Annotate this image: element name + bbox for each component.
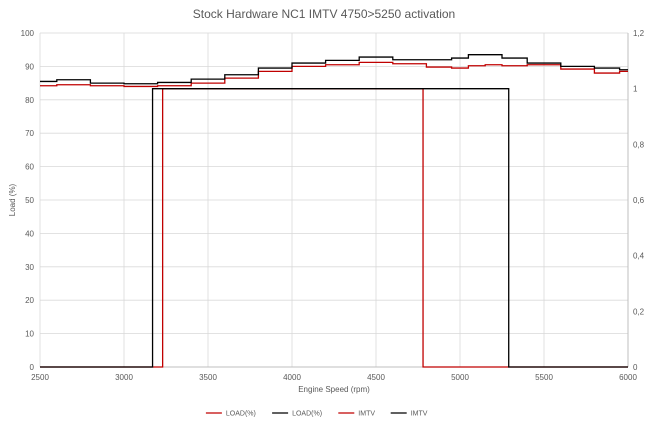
x-tick-label: 3000 [115, 373, 133, 382]
series-line-2 [40, 88, 628, 368]
legend-item: IMTV [338, 411, 375, 418]
y2-tick-label: 0 [633, 363, 638, 372]
x-tick-label: 6000 [619, 373, 637, 382]
x-tick-label: 2500 [31, 373, 49, 382]
y-tick-label: 70 [25, 129, 34, 138]
y2-tick-label: 1,2 [633, 29, 645, 38]
y-tick-label: 30 [25, 263, 34, 272]
x-tick-label: 5000 [451, 373, 469, 382]
gridlines [39, 32, 629, 368]
legend-label: IMTV [411, 411, 428, 418]
legend-item: LOAD(%) [272, 411, 322, 418]
y-tick-label: 90 [25, 62, 34, 71]
y-axis-title: Load (%) [8, 183, 17, 216]
y-tick-label: 60 [25, 163, 34, 172]
y-tick-label: 40 [25, 229, 34, 238]
x-axis-title: Engine Speed (rpm) [298, 385, 370, 394]
legend-label: IMTV [358, 411, 375, 418]
series-line-3 [40, 88, 628, 368]
legend-label: LOAD(%) [292, 411, 322, 418]
y-tick-label: 80 [25, 96, 34, 105]
y2-tick-label: 0,6 [633, 196, 645, 205]
y2-tick-label: 1 [633, 85, 638, 94]
legend-item: IMTV [390, 411, 428, 418]
x-tick-label: 5500 [535, 373, 553, 382]
legend: LOAD(%) LOAD(%) IMTV IMTV [205, 411, 428, 418]
x-tick-label: 3500 [199, 373, 217, 382]
x-tick-label: 4500 [367, 373, 385, 382]
chart-title: Stock Hardware NC1 IMTV 4750>5250 activa… [193, 7, 455, 21]
y2-tick-label: 0,8 [633, 140, 645, 149]
legend-label: LOAD(%) [226, 411, 256, 418]
series-lines [40, 54, 628, 368]
y2-tick-label: 0,2 [633, 307, 645, 316]
x-tick-label: 4000 [283, 373, 301, 382]
y-tick-label: 0 [30, 363, 35, 372]
legend-item: LOAD(%) [205, 411, 256, 418]
y-tick-label: 50 [25, 196, 34, 205]
series-line-0 [40, 61, 628, 88]
y-tick-label: 100 [21, 29, 35, 38]
series-line-1 [40, 54, 628, 85]
y-tick-label: 10 [25, 330, 34, 339]
y-tick-label: 20 [25, 296, 34, 305]
y2-tick-label: 0,4 [633, 252, 645, 261]
